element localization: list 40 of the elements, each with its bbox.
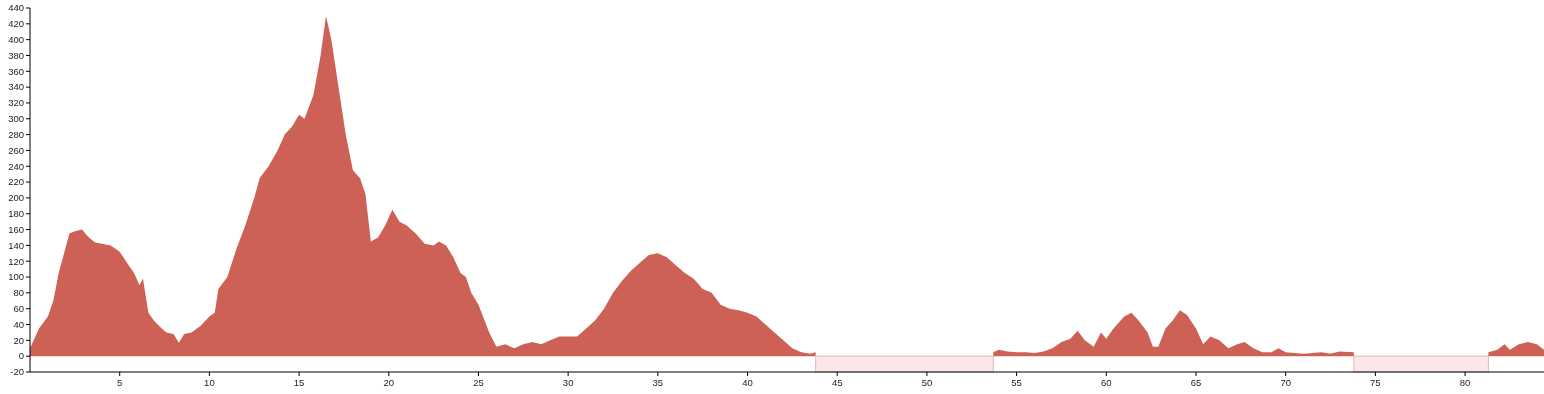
x-tick-label: 50 <box>921 377 933 388</box>
y-tick-label: 120 <box>8 255 24 267</box>
x-tick-label: 80 <box>1459 377 1471 388</box>
x-tick-label: 10 <box>204 377 215 388</box>
x-tick-label: 45 <box>831 377 843 388</box>
y-tick-label: 440 <box>8 2 24 14</box>
y-tick-label: 100 <box>8 271 24 283</box>
x-tick-label: 55 <box>1011 377 1022 388</box>
y-tick-label: 380 <box>8 49 24 61</box>
y-tick-label: 320 <box>8 97 24 109</box>
y-tick-label: 40 <box>13 318 24 330</box>
y-tick-label: 20 <box>13 334 24 346</box>
y-tick-label: 0 <box>18 350 24 362</box>
y-tick-label: 340 <box>8 81 24 93</box>
x-tick-label: 30 <box>562 377 574 388</box>
y-tick-label: 200 <box>8 192 24 204</box>
y-tick-label: 280 <box>8 128 24 140</box>
x-tick-label: 40 <box>742 377 753 388</box>
y-tick-label: 160 <box>8 223 24 235</box>
y-tick-label: 140 <box>8 239 24 251</box>
y-tick-label: 260 <box>8 144 24 156</box>
y-tick-label: 240 <box>8 160 24 172</box>
y-tick-label: 420 <box>8 18 24 30</box>
y-tick-label: 220 <box>8 176 24 188</box>
x-tick-label: 20 <box>383 377 395 388</box>
x-tick-label: 15 <box>293 377 305 388</box>
y-tick-label: 60 <box>13 303 24 315</box>
x-tick-label: 60 <box>1101 377 1112 388</box>
x-tick-label: 5 <box>117 377 123 388</box>
y-tick-label: -20 <box>10 366 24 378</box>
y-tick-label: 80 <box>13 287 24 299</box>
x-tick-label: 25 <box>473 377 484 388</box>
x-tick-label: 65 <box>1190 377 1202 388</box>
x-tick-label: 70 <box>1280 377 1291 388</box>
y-tick-label: 180 <box>8 208 24 220</box>
x-tick-label: 35 <box>652 377 664 388</box>
y-tick-label: 400 <box>8 33 24 45</box>
y-tick-label: 300 <box>8 113 24 125</box>
x-tick-label: 75 <box>1370 377 1381 388</box>
y-tick-label: 360 <box>8 65 24 77</box>
